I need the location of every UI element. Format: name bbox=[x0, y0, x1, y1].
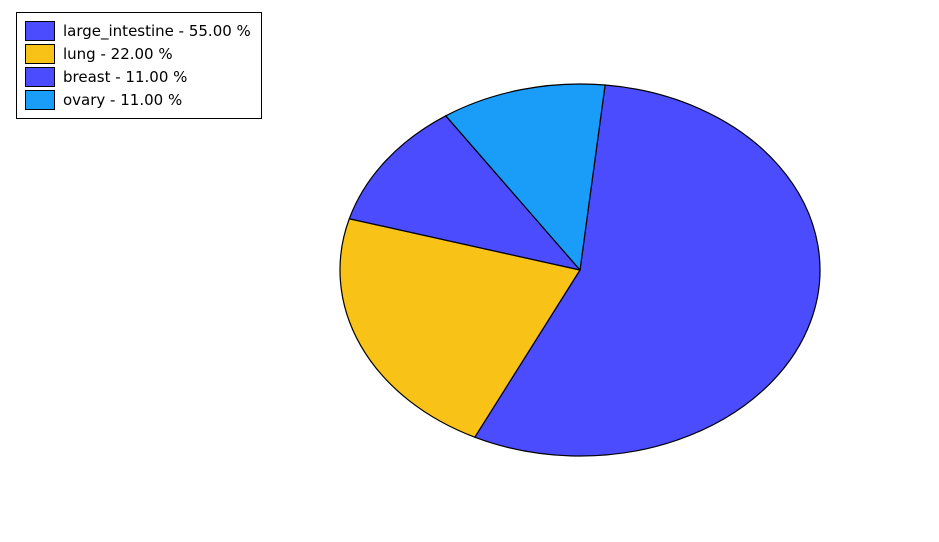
legend-label: breast - 11.00 % bbox=[63, 68, 187, 86]
legend-swatch bbox=[25, 90, 55, 110]
legend-item: lung - 22.00 % bbox=[25, 43, 251, 65]
legend-label: large_intestine - 55.00 % bbox=[63, 22, 251, 40]
legend-box: large_intestine - 55.00 % lung - 22.00 % b… bbox=[16, 12, 262, 119]
legend-item: large_intestine - 55.00 % bbox=[25, 20, 251, 42]
legend-swatch bbox=[25, 67, 55, 87]
legend-item: ovary - 11.00 % bbox=[25, 89, 251, 111]
legend-swatch bbox=[25, 44, 55, 64]
legend-label: ovary - 11.00 % bbox=[63, 91, 182, 109]
chart-stage: large_intestine - 55.00 % lung - 22.00 % b… bbox=[0, 0, 939, 538]
legend-item: breast - 11.00 % bbox=[25, 66, 251, 88]
legend-label: lung - 22.00 % bbox=[63, 45, 173, 63]
legend-swatch bbox=[25, 21, 55, 41]
